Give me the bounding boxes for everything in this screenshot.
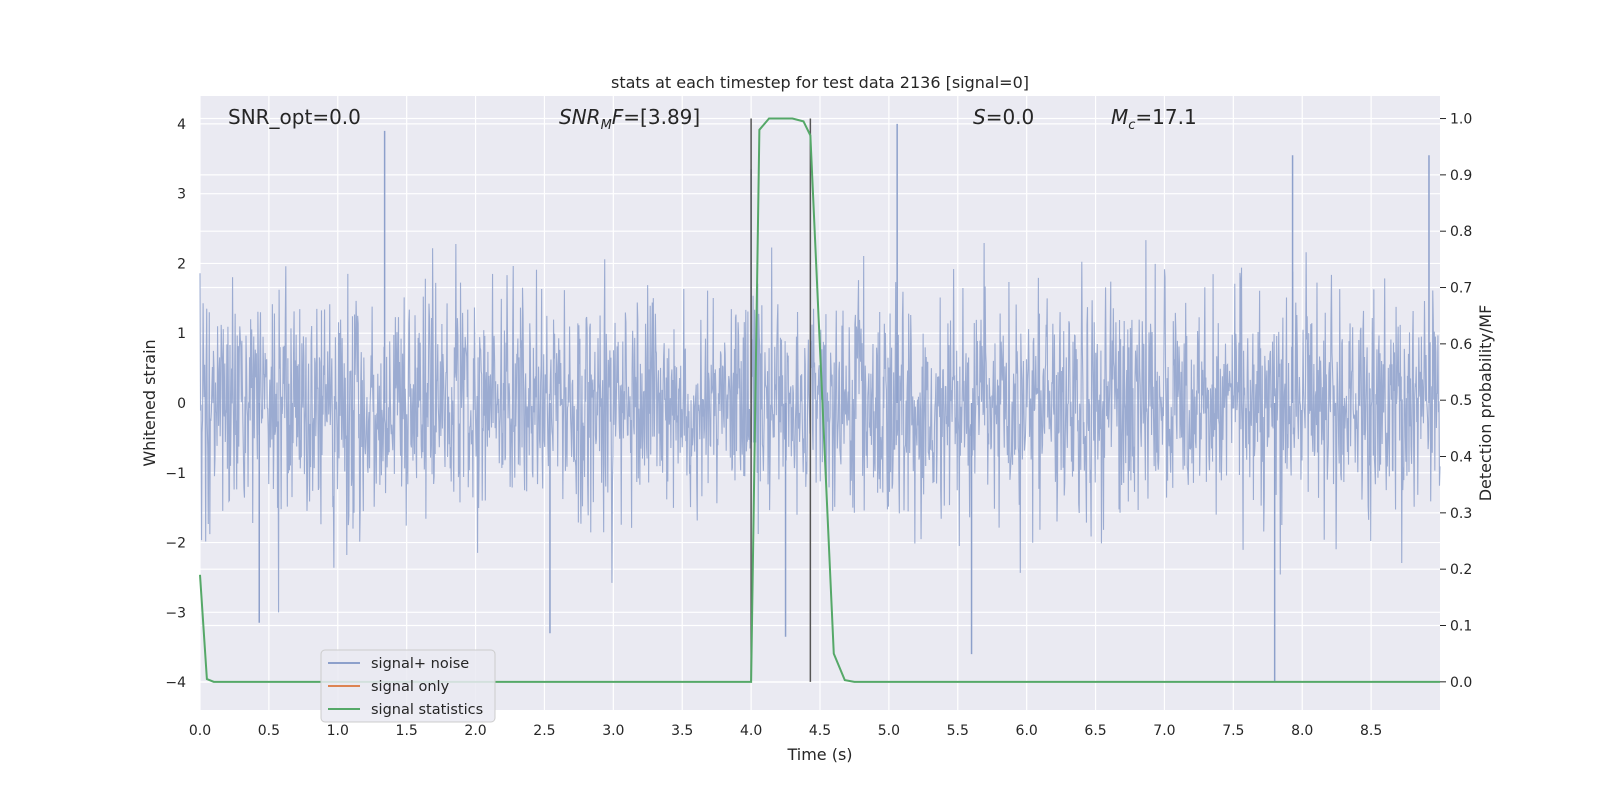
x-tick-label: 1.5 <box>396 723 418 739</box>
x-tick-label: 0.0 <box>189 723 211 739</box>
y-left-tick-label: −3 <box>165 605 186 621</box>
y-right-tick-label: 0.7 <box>1450 281 1472 297</box>
x-tick-label: 8.0 <box>1291 723 1313 739</box>
chart-title: stats at each timestep for test data 213… <box>611 73 1029 92</box>
annotation-snr-mf: SNRMF=[3.89] <box>559 105 700 133</box>
x-tick-label: 3.5 <box>671 723 693 739</box>
y-right-tick-label: 0.0 <box>1450 675 1472 691</box>
y-left-tick-label: −1 <box>165 466 186 482</box>
overlay-layer <box>199 117 1440 683</box>
x-tick-label: 6.5 <box>1084 723 1106 739</box>
y-axis-right-label: Detection probability/MF <box>1476 305 1495 502</box>
legend-box <box>320 649 496 723</box>
x-tick-label: 3.0 <box>602 723 624 739</box>
x-tick-label: 7.0 <box>1153 723 1175 739</box>
y-right-tick-label: 0.5 <box>1450 393 1472 409</box>
x-tick-label: 0.5 <box>258 723 280 739</box>
x-tick-label: 4.0 <box>740 723 762 739</box>
y-right-tick-label: 0.3 <box>1450 506 1472 522</box>
x-tick-label: 5.0 <box>878 723 900 739</box>
y-right-tick-label: 0.2 <box>1450 562 1472 578</box>
x-tick-label: 4.5 <box>809 723 831 739</box>
legend-label-signal-noise: signal+ noise <box>371 656 469 672</box>
y-axis-left-label: Whitened strain <box>140 339 159 466</box>
y-left-tick-label: 0 <box>177 396 186 412</box>
y-right-tick-label: 0.4 <box>1450 450 1472 466</box>
y-right-tick-label: 0.8 <box>1450 224 1472 240</box>
series-signal-noise <box>199 240 1441 613</box>
x-tick-label: 2.5 <box>533 723 555 739</box>
y-left-tick-label: 3 <box>177 187 186 203</box>
annotation-s: S=0.0 <box>973 105 1034 129</box>
annotation-snr-opt: SNR_opt=0.0 <box>228 105 361 129</box>
x-tick-label: 5.5 <box>947 723 969 739</box>
y-right-tick-label: 0.6 <box>1450 337 1472 353</box>
series-signal-statistics <box>199 117 1440 683</box>
y-left-tick-label: 4 <box>177 117 186 133</box>
annotation-mc: Mc=17.1 <box>1111 105 1197 133</box>
x-tick-label: 6.0 <box>1016 723 1038 739</box>
x-tick-label: 2.0 <box>464 723 486 739</box>
y-right-tick-label: 1.0 <box>1450 112 1472 128</box>
legend: signal+ noise signal only signal statist… <box>320 649 496 723</box>
y-left-tick-label: −2 <box>165 536 186 552</box>
y-left-tick-label: −4 <box>165 675 186 691</box>
y-right-tick-label: 0.1 <box>1450 619 1472 635</box>
x-axis-label: Time (s) <box>786 745 852 764</box>
tick-layer: 0.0 0.5 1.0 1.5 2.0 2.5 3.0 3.5 4.0 4.5 5.0 5.5 6.0 6… <box>165 112 1472 739</box>
y-left-tick-label: 2 <box>177 256 186 272</box>
y-right-tick-label: 0.9 <box>1450 168 1472 184</box>
legend-label-signal-statistics: signal statistics <box>371 702 483 718</box>
legend-label-signal-only: signal only <box>371 679 450 695</box>
y-left-tick-label: 1 <box>177 326 186 342</box>
x-tick-label: 7.5 <box>1222 723 1244 739</box>
x-tick-label: 1.0 <box>327 723 349 739</box>
x-tick-label: 8.5 <box>1360 723 1382 739</box>
